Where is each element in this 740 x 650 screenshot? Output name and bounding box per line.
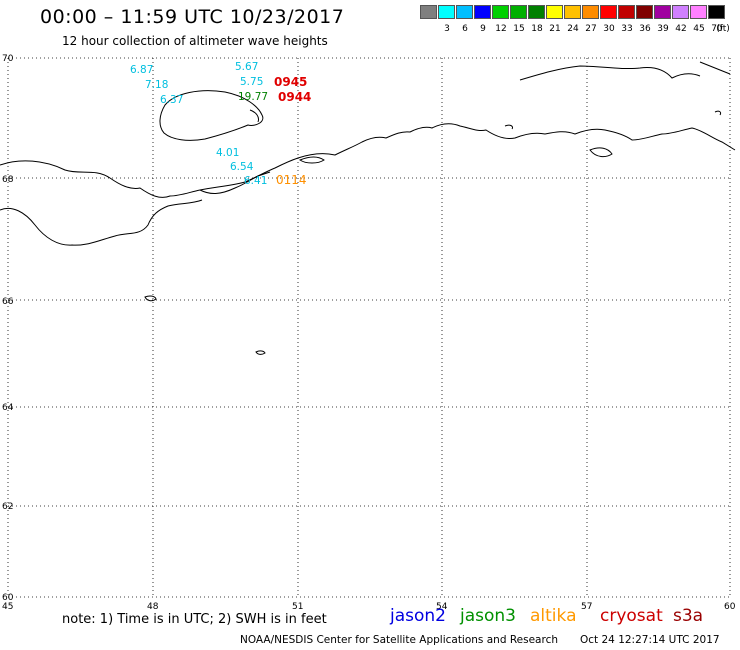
legend-swatch xyxy=(438,5,455,19)
legend-label: 70 xyxy=(711,24,723,34)
legend-label: 30 xyxy=(603,24,615,34)
page-subtitle: 12 hour collection of altimeter wave hei… xyxy=(62,34,328,48)
swh-value: 6.87 xyxy=(130,64,153,76)
kolguev-island xyxy=(159,90,264,141)
legend-swatch xyxy=(600,5,617,19)
swh-value: 6.41 xyxy=(244,175,267,187)
legend-swatch xyxy=(546,5,563,19)
legend-swatch xyxy=(420,5,437,19)
islet-66 xyxy=(144,295,157,302)
lat-label: 64 xyxy=(2,403,14,413)
lon-label: 48 xyxy=(147,602,159,612)
islet-65 xyxy=(255,350,266,355)
pass-time: 0945 xyxy=(274,75,307,89)
legend-label: 36 xyxy=(639,24,651,34)
legend-swatch xyxy=(582,5,599,19)
generated-time: Oct 24 12:27:14 UTC 2017 xyxy=(580,634,720,646)
graticule xyxy=(7,57,731,598)
swh-value: 7.18 xyxy=(145,79,168,91)
legend-label: 12 xyxy=(495,24,507,34)
pass-time: 0944 xyxy=(278,90,311,104)
sat-jason3: jason3 xyxy=(460,606,516,626)
swh-value: 5.67 xyxy=(235,61,258,73)
lat-label: 66 xyxy=(2,297,14,307)
novaya-zemlya-south xyxy=(699,61,731,75)
legend-swatch xyxy=(564,5,581,19)
lat-label: 70 xyxy=(2,54,14,64)
footer-note: note: 1) Time is in UTC; 2) SWH is in fe… xyxy=(62,612,327,627)
coast-north-east xyxy=(519,65,701,81)
sat-s3a: s3a xyxy=(673,606,704,626)
legend-swatch xyxy=(474,5,491,19)
legend-label: 15 xyxy=(513,24,525,34)
lon-labels: 45 48 51 54 57 60 xyxy=(2,602,736,612)
swh-value: 6.37 xyxy=(160,94,183,106)
legend-swatch xyxy=(492,5,509,19)
swh-value: 4.01 xyxy=(216,147,239,159)
legend-swatch xyxy=(636,5,653,19)
sat-cryosat: cryosat xyxy=(600,606,663,626)
observation-labels: 6.87 7.18 6.37 5.67 5.75 19.77 4.01 6.54… xyxy=(130,61,268,187)
legend-label: 21 xyxy=(549,24,561,34)
lat-label: 62 xyxy=(2,502,13,512)
mainland-coast xyxy=(0,123,736,198)
legend-swatch xyxy=(510,5,527,19)
legend-label: 42 xyxy=(675,24,687,34)
pass-time-labels: 0945 0944 0114 xyxy=(274,75,311,187)
lon-label: 54 xyxy=(436,602,448,612)
legend-label: 18 xyxy=(531,24,543,34)
lat-label: 60 xyxy=(2,593,14,603)
lon-label: 60 xyxy=(724,602,736,612)
legend-label: 39 xyxy=(657,24,669,34)
mainland-coast-2 xyxy=(0,199,203,246)
kanin-peninsula xyxy=(199,171,271,194)
legend-label: 24 xyxy=(567,24,579,34)
credit-line: NOAA/NESDIS Center for Satellite Applica… xyxy=(240,634,558,646)
swh-value: 19.77 xyxy=(238,91,268,103)
legend-label: 27 xyxy=(585,24,597,34)
lon-label: 45 xyxy=(2,602,13,612)
island-chaun xyxy=(298,156,325,164)
legend-label: 6 xyxy=(462,24,468,34)
legend-label: 45 xyxy=(693,24,705,34)
swh-value: 5.75 xyxy=(240,76,263,88)
legend-label: 33 xyxy=(621,24,633,34)
legend-swatch xyxy=(708,5,725,19)
sat-altika: altika xyxy=(530,606,577,626)
legend-label: 3 xyxy=(444,24,450,34)
coastline xyxy=(0,61,736,355)
sat-jason2: jason2 xyxy=(390,606,446,626)
legend-swatch xyxy=(528,5,545,19)
legend-label: 9 xyxy=(480,24,486,34)
lat-label: 68 xyxy=(2,175,14,185)
legend-swatch xyxy=(672,5,689,19)
legend-unit: (ft) xyxy=(716,24,730,34)
coast-islands-east xyxy=(589,147,613,158)
legend-swatch xyxy=(618,5,635,19)
lat-labels: 70 68 66 64 62 60 xyxy=(2,54,14,603)
legend-swatch xyxy=(456,5,473,19)
islet-kolguev xyxy=(249,109,259,123)
islet-ne xyxy=(504,124,513,130)
page-title: 00:00 – 11:59 UTC 10/23/2017 xyxy=(40,6,345,28)
lon-label: 57 xyxy=(581,602,592,612)
swh-value: 6.54 xyxy=(230,161,254,173)
legend-swatch xyxy=(690,5,707,19)
legend-swatch xyxy=(654,5,671,19)
pass-time: 0114 xyxy=(276,173,307,187)
islet-ne2 xyxy=(714,110,722,116)
lon-label: 51 xyxy=(292,602,303,612)
